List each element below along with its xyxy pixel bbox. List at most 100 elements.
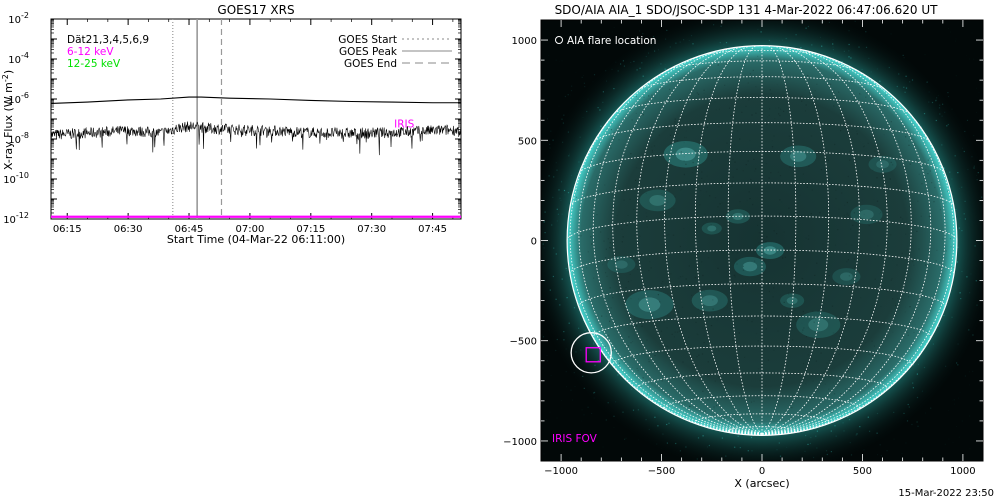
- disk-texture: [706, 126, 708, 128]
- disk-texture: [648, 304, 650, 306]
- noise-pixel: [692, 43, 694, 45]
- disk-texture: [679, 276, 682, 278]
- disk-texture: [892, 260, 893, 261]
- noise-pixel: [847, 416, 849, 418]
- noise-pixel: [573, 452, 574, 453]
- disk-texture: [846, 244, 847, 245]
- disk-texture: [716, 404, 718, 407]
- noise-pixel: [960, 298, 962, 300]
- noise-pixel: [850, 454, 853, 456]
- disk-texture: [816, 262, 818, 264]
- disk-texture: [803, 60, 805, 62]
- disk-texture: [837, 286, 839, 288]
- grid-line: [761, 46, 860, 435]
- disk-texture: [918, 248, 920, 250]
- noise-pixel: [941, 115, 943, 117]
- disk-texture: [810, 213, 812, 215]
- noise-pixel: [949, 411, 950, 412]
- noise-pixel: [675, 42, 677, 44]
- disk-texture: [910, 199, 912, 201]
- noise-pixel: [939, 113, 941, 115]
- disk-texture: [905, 307, 906, 308]
- disk-texture: [633, 325, 635, 327]
- disk-texture: [663, 321, 665, 323]
- noise-pixel: [550, 130, 552, 132]
- disk-texture: [721, 186, 723, 188]
- noise-pixel: [609, 440, 610, 441]
- noise-pixel: [958, 194, 959, 195]
- disk-texture: [779, 213, 781, 215]
- disk-texture: [685, 163, 687, 165]
- noise-pixel: [835, 435, 837, 437]
- disk-texture: [801, 100, 803, 102]
- disk-texture: [860, 297, 862, 299]
- active-region: [607, 256, 636, 273]
- noise-pixel: [905, 442, 907, 444]
- disk-texture: [592, 168, 595, 170]
- x-tick-label: 07:45: [418, 224, 447, 235]
- disk-texture: [936, 249, 938, 251]
- disk-texture: [633, 208, 635, 211]
- disk-texture: [823, 286, 825, 288]
- disk-texture: [692, 127, 694, 129]
- disk-texture: [805, 336, 807, 338]
- disk-texture: [834, 358, 836, 360]
- aia-x-axis-label: X (arcsec): [734, 477, 789, 490]
- noise-pixel: [888, 66, 890, 69]
- x-tick-label: 06:30: [114, 224, 143, 235]
- noise-pixel: [865, 31, 867, 33]
- disk-texture: [933, 195, 935, 197]
- disk-texture: [666, 345, 668, 347]
- noise-pixel: [957, 401, 958, 402]
- disk-texture: [832, 381, 834, 384]
- noise-pixel: [666, 442, 668, 444]
- disk-texture: [646, 215, 648, 218]
- disk-texture: [803, 327, 805, 329]
- noise-pixel: [544, 158, 545, 159]
- noise-pixel: [602, 91, 604, 93]
- noise-pixel: [940, 455, 942, 457]
- disk-texture: [828, 360, 830, 362]
- disk-texture: [852, 347, 854, 349]
- disk-texture: [890, 234, 892, 236]
- disk-texture: [749, 73, 751, 75]
- disk-texture: [728, 426, 730, 428]
- disk-texture: [829, 376, 831, 378]
- noise-pixel: [832, 39, 834, 41]
- noise-pixel: [637, 409, 639, 411]
- noise-pixel: [834, 425, 836, 427]
- disk-texture: [586, 267, 588, 269]
- noise-pixel: [590, 342, 591, 343]
- noise-pixel: [555, 121, 556, 122]
- disk-texture: [944, 253, 946, 255]
- disk-texture: [896, 264, 898, 266]
- disk-texture: [822, 248, 824, 250]
- noise-pixel: [951, 178, 953, 180]
- disk-texture: [638, 298, 640, 300]
- disk-texture: [797, 285, 799, 287]
- disk-texture: [721, 202, 723, 204]
- disk-texture: [801, 323, 802, 324]
- disk-texture: [883, 288, 885, 290]
- noise-pixel: [870, 71, 872, 73]
- disk-texture: [635, 112, 637, 114]
- disk-texture: [728, 107, 731, 109]
- noise-pixel: [541, 334, 543, 336]
- disk-texture: [789, 78, 791, 80]
- noise-pixel: [928, 91, 930, 93]
- disk-texture: [942, 238, 944, 240]
- disk-texture: [592, 168, 594, 170]
- disk-texture: [829, 255, 830, 256]
- grid-line: [761, 45, 797, 435]
- noise-pixel: [805, 434, 807, 437]
- disk-texture: [578, 226, 580, 228]
- noise-pixel: [685, 446, 687, 448]
- disk-texture: [801, 331, 803, 333]
- noise-pixel: [620, 63, 622, 65]
- noise-pixel: [549, 330, 550, 331]
- disk-texture: [609, 242, 611, 244]
- disk-texture: [809, 92, 811, 94]
- noise-pixel: [560, 199, 562, 202]
- disk-texture: [674, 118, 676, 120]
- disk-texture: [658, 134, 660, 136]
